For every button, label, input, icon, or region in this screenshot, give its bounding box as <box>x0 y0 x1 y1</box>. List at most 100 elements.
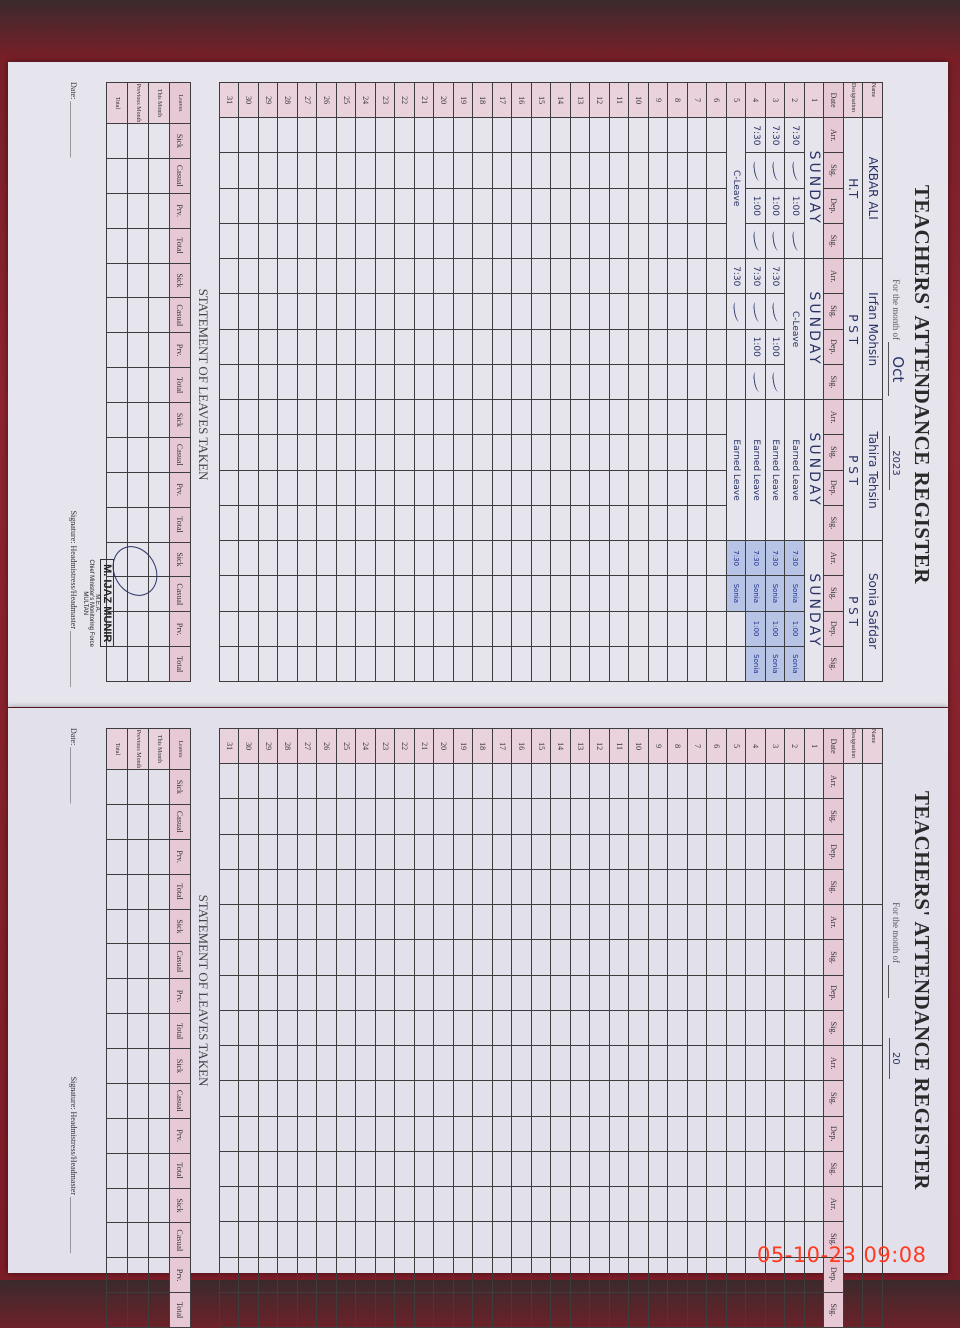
day-row: 8 <box>668 728 688 1328</box>
empty-cell <box>590 1186 610 1222</box>
date-cell: 13 <box>570 728 590 764</box>
empty-cell <box>570 1221 590 1258</box>
empty-cell <box>336 1257 356 1293</box>
empty-cell <box>414 611 434 647</box>
year-value: 2023 <box>889 436 901 490</box>
leaves-cell <box>148 611 170 647</box>
empty-cell <box>629 223 649 259</box>
empty-cell <box>629 763 649 799</box>
empty-cell <box>765 798 785 835</box>
empty-cell <box>375 869 395 905</box>
leaves-cell <box>148 437 170 473</box>
empty-cell <box>239 611 259 647</box>
empty-cell <box>765 834 785 870</box>
empty-cell <box>492 869 512 905</box>
empty-cell <box>395 975 415 1011</box>
empty-cell <box>375 975 395 1011</box>
leaves-header-row: Leaves Sick Casual Prv. Total Sick Casual Prv. T… <box>169 82 191 682</box>
date-cell: 31 <box>219 728 239 764</box>
day-row: 26 <box>317 728 337 1328</box>
empty-cell <box>492 1292 512 1328</box>
empty-cell <box>551 611 571 647</box>
empty-cell <box>258 258 278 294</box>
leaves-cell <box>106 402 128 438</box>
empty-cell <box>258 505 278 541</box>
empty-cell <box>726 1257 746 1293</box>
empty-cell <box>590 505 610 541</box>
empty-cell <box>453 434 473 471</box>
empty-cell <box>239 975 259 1011</box>
empty-cell <box>434 223 454 259</box>
empty-cell <box>317 117 337 153</box>
leaves-cell <box>148 943 170 979</box>
leaves-cell <box>106 123 128 159</box>
empty-cell <box>336 646 356 682</box>
empty-cell <box>473 611 493 647</box>
empty-cell <box>258 869 278 905</box>
empty-cell <box>453 188 473 224</box>
empty-cell <box>356 258 376 294</box>
empty-cell <box>414 646 434 682</box>
empty-cell <box>453 834 473 870</box>
leaves-cell <box>127 437 149 473</box>
leaves-header: Casual <box>169 1083 191 1119</box>
leaves-cell <box>148 1222 170 1258</box>
empty-cell <box>785 798 805 835</box>
date-cell: 12 <box>590 728 610 764</box>
empty-cell <box>687 293 707 330</box>
leaves-cell <box>127 402 149 438</box>
empty-cell <box>746 798 766 835</box>
empty-cell <box>648 1151 668 1187</box>
date-cell: 30 <box>239 82 259 118</box>
empty-cell <box>512 399 532 435</box>
empty-cell <box>707 470 727 506</box>
leaves-cell <box>106 263 128 298</box>
date-cell: 15 <box>531 728 551 764</box>
empty-cell <box>746 1116 766 1152</box>
empty-cell <box>804 1151 824 1187</box>
empty-cell <box>434 470 454 506</box>
empty-cell <box>570 152 590 189</box>
empty-cell <box>473 798 493 835</box>
empty-cell <box>570 763 590 799</box>
empty-cell <box>492 1151 512 1187</box>
empty-cell <box>414 1080 434 1117</box>
empty-cell <box>570 505 590 541</box>
teacher-name: AKBAR ALI <box>863 117 883 259</box>
empty-cell <box>356 646 376 682</box>
empty-cell <box>590 1010 610 1046</box>
empty-cell <box>297 1257 317 1293</box>
attendance-cell: 7:30 <box>746 258 766 294</box>
date-cell: 2 <box>785 728 805 764</box>
empty-cell <box>239 904 259 940</box>
empty-cell <box>726 834 746 870</box>
empty-cell <box>551 1010 571 1046</box>
empty-cell <box>375 575 395 612</box>
empty-cell <box>765 763 785 799</box>
empty-cell <box>375 611 395 647</box>
empty-cell <box>629 1080 649 1117</box>
attendance-entry: Earned Leave <box>726 399 746 541</box>
empty-cell <box>687 975 707 1011</box>
date-cell: 3 <box>765 82 785 118</box>
empty-cell <box>297 1186 317 1222</box>
empty-cell <box>531 611 551 647</box>
empty-cell <box>590 869 610 905</box>
attendance-cell: Sonia <box>785 646 805 682</box>
empty-cell <box>219 258 239 294</box>
day-row: 20 <box>434 728 454 1328</box>
empty-cell <box>668 188 688 224</box>
leaves-cell <box>148 507 170 542</box>
empty-cell <box>453 575 473 612</box>
empty-cell <box>609 223 629 259</box>
empty-cell <box>473 1151 493 1187</box>
leaves-title: STATEMENT OF LEAVES TAKEN <box>196 894 211 1087</box>
empty-cell <box>512 611 532 647</box>
empty-cell <box>570 1186 590 1222</box>
day-row: 2 <box>785 728 805 1328</box>
day-row: 12 <box>590 728 610 1328</box>
empty-cell <box>785 763 805 799</box>
empty-cell <box>297 1151 317 1187</box>
empty-cell <box>297 258 317 294</box>
empty-cell <box>297 798 317 835</box>
